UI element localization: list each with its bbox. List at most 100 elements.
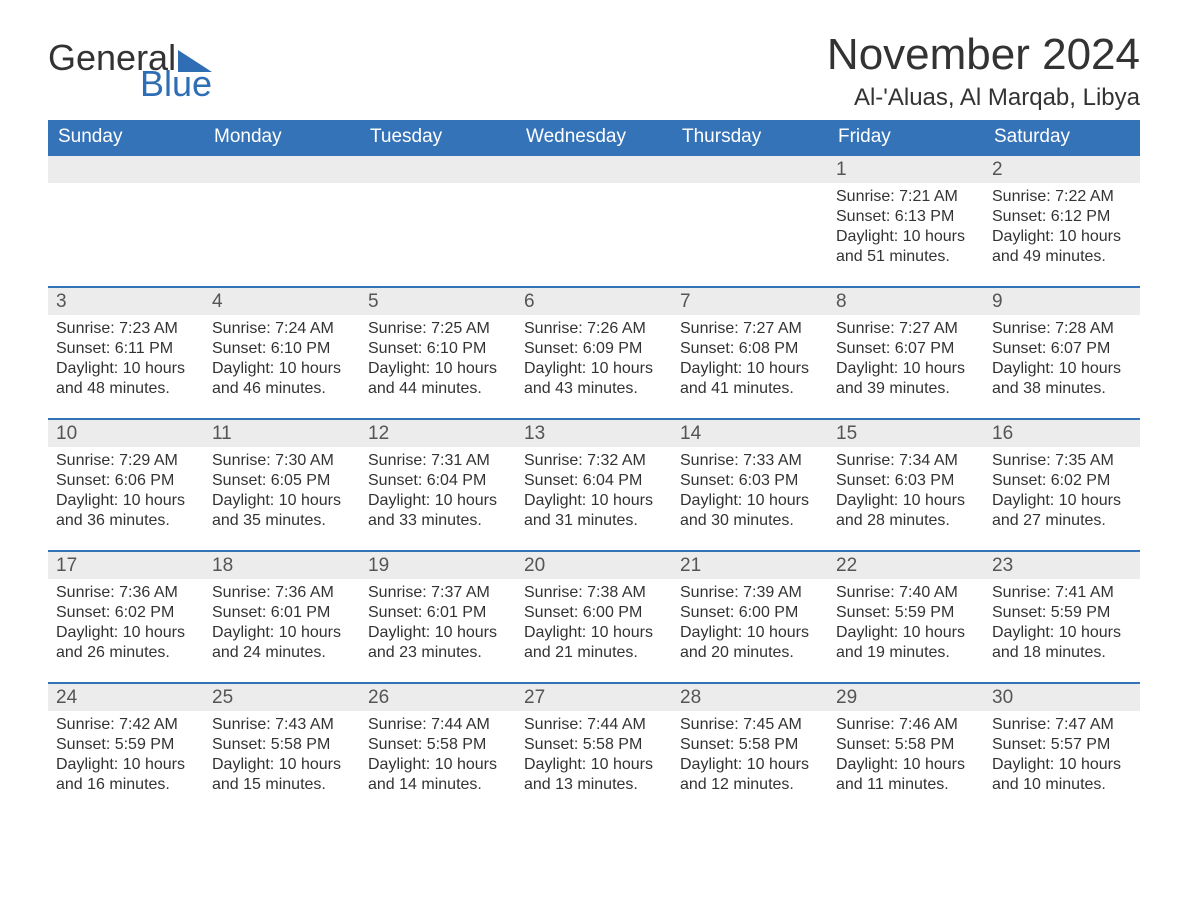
week-row: 3Sunrise: 7:23 AMSunset: 6:11 PMDaylight… [48, 286, 1140, 418]
daylight-line: Daylight: 10 hours and 11 minutes. [836, 755, 976, 795]
sunrise-line: Sunrise: 7:27 AM [680, 319, 820, 339]
calendar-cell: 2Sunrise: 7:22 AMSunset: 6:12 PMDaylight… [984, 156, 1140, 286]
daylight-line: Daylight: 10 hours and 44 minutes. [368, 359, 508, 399]
day-details: Sunrise: 7:29 AMSunset: 6:06 PMDaylight:… [48, 447, 204, 533]
sunrise-line: Sunrise: 7:26 AM [524, 319, 664, 339]
sunset-line: Sunset: 6:12 PM [992, 207, 1132, 227]
day-details: Sunrise: 7:37 AMSunset: 6:01 PMDaylight:… [360, 579, 516, 665]
day-details: Sunrise: 7:44 AMSunset: 5:58 PMDaylight:… [360, 711, 516, 797]
sunrise-line: Sunrise: 7:30 AM [212, 451, 352, 471]
sunrise-line: Sunrise: 7:22 AM [992, 187, 1132, 207]
daylight-line: Daylight: 10 hours and 39 minutes. [836, 359, 976, 399]
calendar-cell: 18Sunrise: 7:36 AMSunset: 6:01 PMDayligh… [204, 552, 360, 682]
day-details: Sunrise: 7:45 AMSunset: 5:58 PMDaylight:… [672, 711, 828, 797]
daylight-line: Daylight: 10 hours and 41 minutes. [680, 359, 820, 399]
location-text: Al-'Aluas, Al Marqab, Libya [827, 84, 1140, 112]
day-header: Tuesday [360, 120, 516, 154]
sunrise-line: Sunrise: 7:42 AM [56, 715, 196, 735]
day-number [516, 156, 672, 183]
daylight-line: Daylight: 10 hours and 20 minutes. [680, 623, 820, 663]
day-number: 1 [828, 156, 984, 183]
week-row: 10Sunrise: 7:29 AMSunset: 6:06 PMDayligh… [48, 418, 1140, 550]
calendar-cell: 27Sunrise: 7:44 AMSunset: 5:58 PMDayligh… [516, 684, 672, 814]
sunset-line: Sunset: 6:00 PM [524, 603, 664, 623]
day-number: 28 [672, 684, 828, 711]
calendar-cell: 19Sunrise: 7:37 AMSunset: 6:01 PMDayligh… [360, 552, 516, 682]
day-header: Monday [204, 120, 360, 154]
day-number: 22 [828, 552, 984, 579]
day-number: 10 [48, 420, 204, 447]
sunrise-line: Sunrise: 7:34 AM [836, 451, 976, 471]
daylight-line: Daylight: 10 hours and 19 minutes. [836, 623, 976, 663]
day-number: 14 [672, 420, 828, 447]
day-details: Sunrise: 7:30 AMSunset: 6:05 PMDaylight:… [204, 447, 360, 533]
calendar-cell: 22Sunrise: 7:40 AMSunset: 5:59 PMDayligh… [828, 552, 984, 682]
sunset-line: Sunset: 6:13 PM [836, 207, 976, 227]
daylight-line: Daylight: 10 hours and 33 minutes. [368, 491, 508, 531]
day-number: 6 [516, 288, 672, 315]
day-number: 29 [828, 684, 984, 711]
day-number: 21 [672, 552, 828, 579]
day-header: Saturday [984, 120, 1140, 154]
day-number [360, 156, 516, 183]
day-number: 19 [360, 552, 516, 579]
sunrise-line: Sunrise: 7:25 AM [368, 319, 508, 339]
sunrise-line: Sunrise: 7:39 AM [680, 583, 820, 603]
calendar-cell: 29Sunrise: 7:46 AMSunset: 5:58 PMDayligh… [828, 684, 984, 814]
sunset-line: Sunset: 5:59 PM [56, 735, 196, 755]
day-number [204, 156, 360, 183]
day-number: 17 [48, 552, 204, 579]
day-header-row: SundayMondayTuesdayWednesdayThursdayFrid… [48, 120, 1140, 154]
sunset-line: Sunset: 6:01 PM [368, 603, 508, 623]
day-details: Sunrise: 7:27 AMSunset: 6:08 PMDaylight:… [672, 315, 828, 401]
sunrise-line: Sunrise: 7:33 AM [680, 451, 820, 471]
sunset-line: Sunset: 6:07 PM [836, 339, 976, 359]
sunrise-line: Sunrise: 7:41 AM [992, 583, 1132, 603]
daylight-line: Daylight: 10 hours and 16 minutes. [56, 755, 196, 795]
day-number: 23 [984, 552, 1140, 579]
daylight-line: Daylight: 10 hours and 14 minutes. [368, 755, 508, 795]
calendar-cell: 24 Sunrise: 7:42 AMSunset: 5:59 PMDayligh… [48, 684, 204, 814]
day-header: Thursday [672, 120, 828, 154]
sunrise-line: Sunrise: 7:36 AM [56, 583, 196, 603]
day-details: Sunrise: 7:23 AMSunset: 6:11 PMDaylight:… [48, 315, 204, 401]
day-details: Sunrise: 7:40 AMSunset: 5:59 PMDaylight:… [828, 579, 984, 665]
calendar-cell [360, 156, 516, 286]
day-details: Sunrise: 7:36 AMSunset: 6:01 PMDaylight:… [204, 579, 360, 665]
day-details: Sunrise: 7:25 AMSunset: 6:10 PMDaylight:… [360, 315, 516, 401]
sunrise-line: Sunrise: 7:47 AM [992, 715, 1132, 735]
sunset-line: Sunset: 6:06 PM [56, 471, 196, 491]
calendar-cell: 12Sunrise: 7:31 AMSunset: 6:04 PMDayligh… [360, 420, 516, 550]
day-details: Sunrise: 7:26 AMSunset: 6:09 PMDaylight:… [516, 315, 672, 401]
day-number: 24 [48, 684, 204, 711]
sunset-line: Sunset: 5:58 PM [680, 735, 820, 755]
sunrise-line: Sunrise: 7:44 AM [368, 715, 508, 735]
day-details: Sunrise: 7:32 AMSunset: 6:04 PMDaylight:… [516, 447, 672, 533]
day-details: Sunrise: 7:47 AMSunset: 5:57 PMDaylight:… [984, 711, 1140, 797]
sunrise-line: Sunrise: 7:28 AM [992, 319, 1132, 339]
day-details: Sunrise: 7:33 AMSunset: 6:03 PMDaylight:… [672, 447, 828, 533]
day-number: 18 [204, 552, 360, 579]
calendar-cell: 4Sunrise: 7:24 AMSunset: 6:10 PMDaylight… [204, 288, 360, 418]
day-number: 5 [360, 288, 516, 315]
calendar-cell: 9Sunrise: 7:28 AMSunset: 6:07 PMDaylight… [984, 288, 1140, 418]
day-details: Sunrise: 7:36 AMSunset: 6:02 PMDaylight:… [48, 579, 204, 665]
calendar-cell: 8Sunrise: 7:27 AMSunset: 6:07 PMDaylight… [828, 288, 984, 418]
sunset-line: Sunset: 6:08 PM [680, 339, 820, 359]
calendar-cell: 5Sunrise: 7:25 AMSunset: 6:10 PMDaylight… [360, 288, 516, 418]
daylight-line: Daylight: 10 hours and 10 minutes. [992, 755, 1132, 795]
calendar-cell: 13Sunrise: 7:32 AMSunset: 6:04 PMDayligh… [516, 420, 672, 550]
calendar-cell: 3Sunrise: 7:23 AMSunset: 6:11 PMDaylight… [48, 288, 204, 418]
day-details: Sunrise: 7:35 AMSunset: 6:02 PMDaylight:… [984, 447, 1140, 533]
day-number: 12 [360, 420, 516, 447]
day-number: 15 [828, 420, 984, 447]
sunrise-line: Sunrise: 7:43 AM [212, 715, 352, 735]
calendar-cell: 11Sunrise: 7:30 AMSunset: 6:05 PMDayligh… [204, 420, 360, 550]
day-details: Sunrise: 7:21 AMSunset: 6:13 PMDaylight:… [828, 183, 984, 269]
daylight-line: Daylight: 10 hours and 18 minutes. [992, 623, 1132, 663]
sunrise-line: Sunrise: 7:44 AM [524, 715, 664, 735]
day-number: 26 [360, 684, 516, 711]
sunrise-line: Sunrise: 7:27 AM [836, 319, 976, 339]
daylight-line: Daylight: 10 hours and 35 minutes. [212, 491, 352, 531]
sunset-line: Sunset: 6:03 PM [836, 471, 976, 491]
